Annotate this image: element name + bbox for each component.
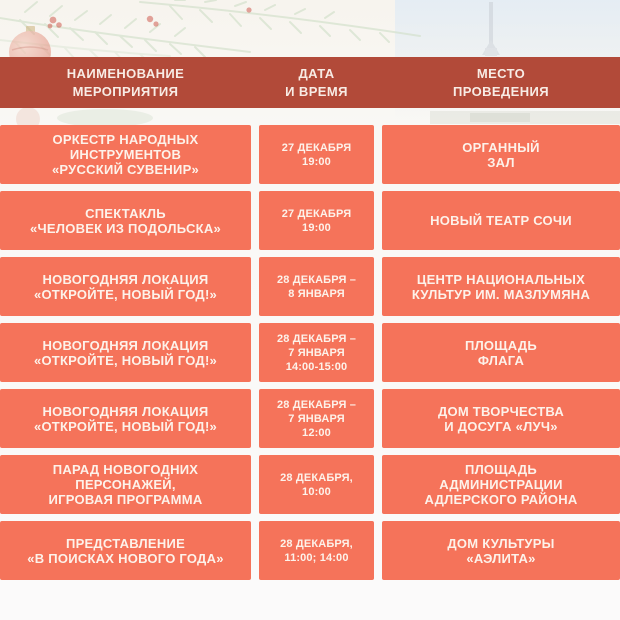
event-name-cell: ПРЕДСТАВЛЕНИЕ «В ПОИСКАХ НОВОГО ГОДА» bbox=[0, 521, 251, 580]
event-name-cell: ПАРАД НОВОГОДНИХ ПЕРСОНАЖЕЙ, ИГРОВАЯ ПРО… bbox=[0, 455, 251, 514]
venue-cell: ДОМ ТВОРЧЕСТВА И ДОСУГА «ЛУЧ» bbox=[382, 389, 620, 448]
schedule-table: ОРКЕСТР НАРОДНЫХ ИНСТРУМЕНТОВ «РУССКИЙ С… bbox=[0, 125, 620, 580]
venue-cell: ОРГАННЫЙ ЗАЛ bbox=[382, 125, 620, 184]
event-name-cell: НОВОГОДНЯЯ ЛОКАЦИЯ «ОТКРОЙТЕ, НОВЫЙ ГОД!… bbox=[0, 389, 251, 448]
venue-cell: ДОМ КУЛЬТУРЫ «АЭЛИТА» bbox=[382, 521, 620, 580]
event-name-cell: НОВОГОДНЯЯ ЛОКАЦИЯ «ОТКРОЙТЕ, НОВЫЙ ГОД!… bbox=[0, 323, 251, 382]
column-header-event-name: НАИМЕНОВАНИЕ МЕРОПРИЯТИЯ bbox=[66, 66, 185, 99]
date-time-cell: 28 ДЕКАБРЯ, 11:00; 14:00 bbox=[259, 521, 374, 580]
venue-cell: ПЛОЩАДЬ АДМИНИСТРАЦИИ АДЛЕРСКОГО РАЙОНА bbox=[382, 455, 620, 514]
table-header: НАИМЕНОВАНИЕ МЕРОПРИЯТИЯ ДАТА И ВРЕМЯ МЕ… bbox=[0, 57, 620, 108]
event-name-cell: ОРКЕСТР НАРОДНЫХ ИНСТРУМЕНТОВ «РУССКИЙ С… bbox=[0, 125, 251, 184]
fir-branch-icon bbox=[0, 0, 421, 58]
berries-icon bbox=[47, 7, 252, 29]
date-time-cell: 28 ДЕКАБРЯ – 8 ЯНВАРЯ bbox=[259, 257, 374, 316]
date-time-cell: 28 ДЕКАБРЯ – 7 ЯНВАРЯ 14:00-15:00 bbox=[259, 323, 374, 382]
column-header-venue: МЕСТО ПРОВЕДЕНИЯ bbox=[452, 66, 550, 99]
date-time-cell: 28 ДЕКАБРЯ, 10:00 bbox=[259, 455, 374, 514]
event-name-cell: СПЕКТАКЛЬ «ЧЕЛОВЕК ИЗ ПОДОЛЬСКА» bbox=[0, 191, 251, 250]
venue-cell: ПЛОЩАДЬ ФЛАГА bbox=[382, 323, 620, 382]
column-header-date-time: ДАТА И ВРЕМЯ bbox=[285, 66, 348, 99]
date-time-cell: 27 ДЕКАБРЯ 19:00 bbox=[259, 191, 374, 250]
tower-icon bbox=[482, 2, 500, 56]
date-time-cell: 27 ДЕКАБРЯ 19:00 bbox=[259, 125, 374, 184]
venue-cell: НОВЫЙ ТЕАТР СОЧИ bbox=[382, 191, 620, 250]
venue-cell: ЦЕНТР НАЦИОНАЛЬНЫХ КУЛЬТУР ИМ. МАЗЛУМЯНА bbox=[382, 257, 620, 316]
event-name-cell: НОВОГОДНЯЯ ЛОКАЦИЯ «ОТКРОЙТЕ, НОВЫЙ ГОД!… bbox=[0, 257, 251, 316]
date-time-cell: 28 ДЕКАБРЯ – 7 ЯНВАРЯ 12:00 bbox=[259, 389, 374, 448]
